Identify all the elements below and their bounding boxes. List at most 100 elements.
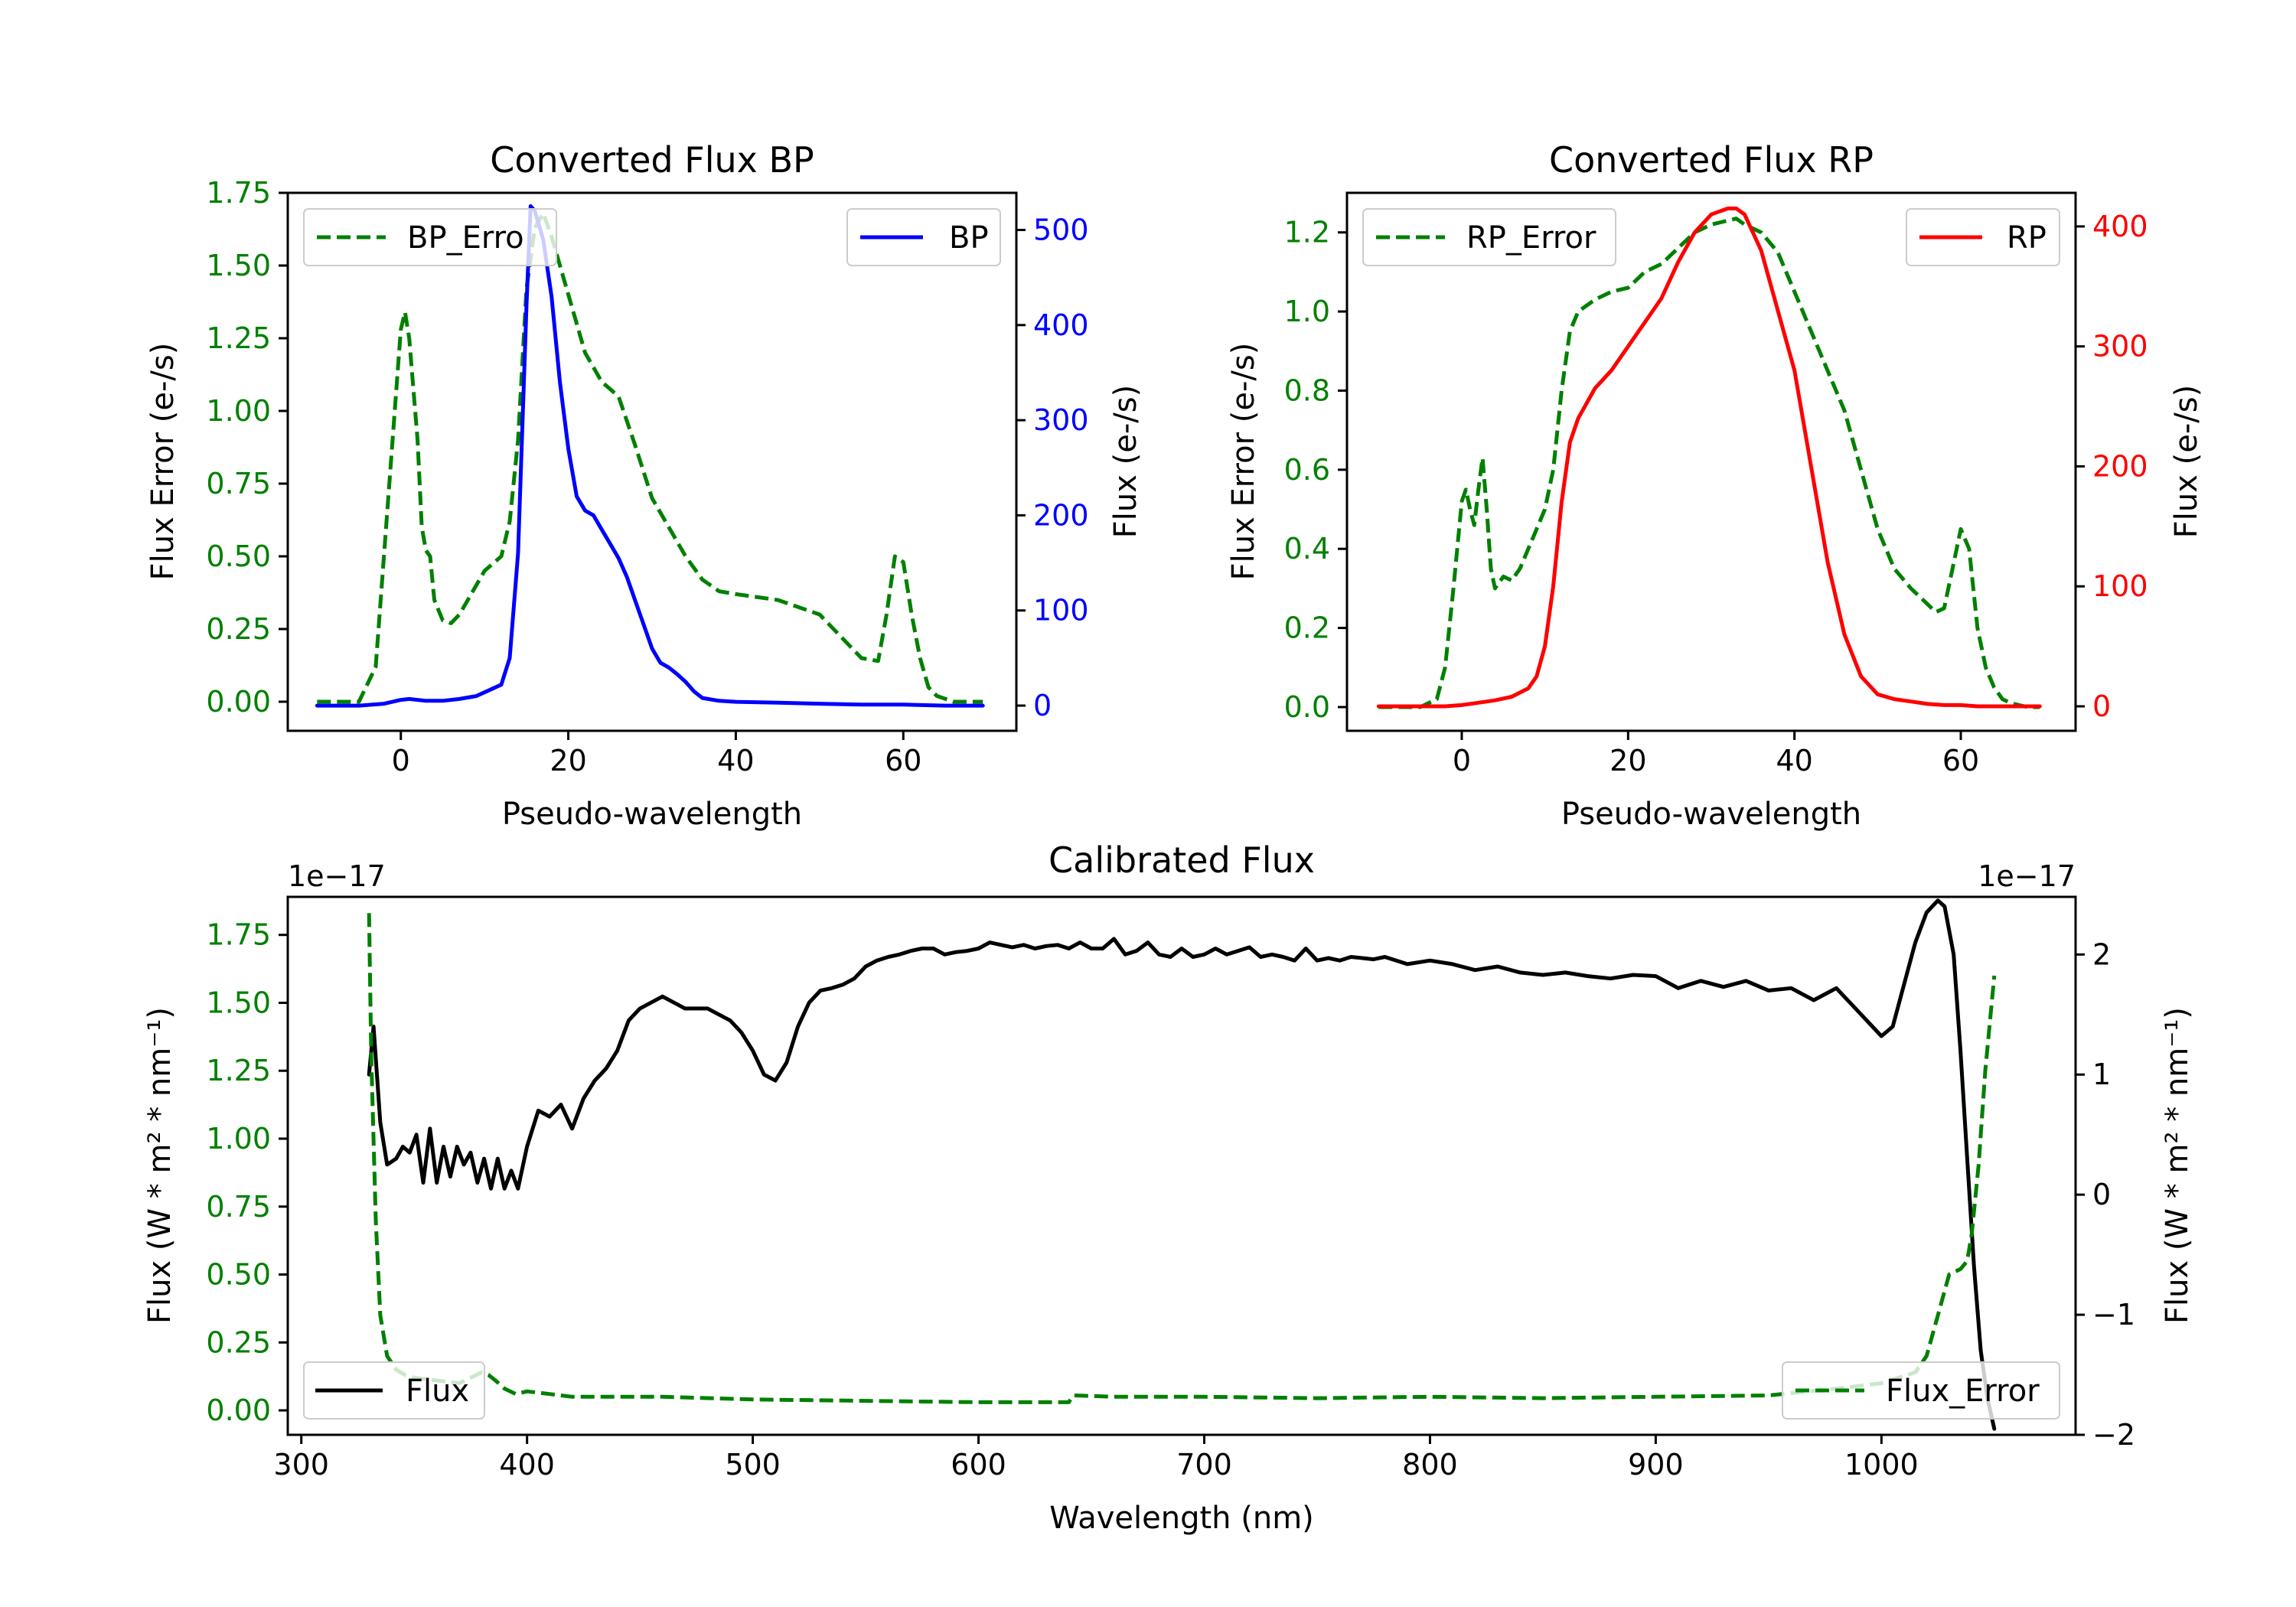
- bp-right-ticks: 0 100 200 300 400 500: [1016, 213, 1089, 722]
- rp-right-tick-label: 0: [2092, 689, 2111, 723]
- cal-legend-right-frame: [1782, 1361, 2060, 1420]
- cal-left-tick-label: 0.25: [206, 1325, 271, 1359]
- cal-right-tick-label: −2: [2092, 1418, 2135, 1452]
- cal-legend-left-label: Flux: [406, 1374, 469, 1409]
- rp-legend-left: RP_Error: [1362, 208, 1616, 266]
- cal-left-offset-label: 1e−17: [288, 859, 386, 893]
- bp-left-ticks: 0.00 0.25 0.50 0.75 1.00 1.25 1.50 1.75: [206, 176, 288, 719]
- cal-x-tick-label: 800: [1402, 1448, 1458, 1482]
- cal-series-layer: [367, 898, 1997, 1431]
- rp-left-tick-label: 0.6: [1284, 453, 1330, 487]
- bp-x-tick-label: 40: [717, 744, 754, 777]
- bp-left-tick-label: 1.25: [206, 321, 271, 355]
- bp-left-tick-label: 1.75: [206, 176, 271, 210]
- cal-series-flux-error-line: [367, 913, 1997, 1404]
- cal-x-tick-label: 1000: [1844, 1448, 1919, 1482]
- rp-right-tick-label: 300: [2092, 330, 2148, 363]
- bp-left-tick-label: 0.25: [206, 612, 271, 646]
- bp-left-tick-label: 1.50: [206, 249, 271, 282]
- cal-x-tick-label: 700: [1176, 1448, 1232, 1482]
- bp-legend-right-label: BP: [949, 220, 989, 256]
- cal-x-tick-label: 400: [499, 1448, 555, 1482]
- cal-left-tick-label: 1.00: [206, 1122, 271, 1156]
- cal-right-axis-label: Flux (W * m² * nm⁻¹): [2160, 1007, 2195, 1324]
- bp-legend-right: BP: [846, 208, 1001, 266]
- rp-x-tick-label: 40: [1776, 744, 1812, 777]
- cal-left-tick-label: 0.50: [206, 1258, 271, 1292]
- bp-left-tick-label: 0.75: [206, 467, 271, 500]
- cal-x-tick-label: 300: [273, 1448, 329, 1482]
- rp-legend-right-label: RP: [2007, 220, 2047, 256]
- rp-legend-right-frame: [1906, 208, 2060, 266]
- rp-series-layer: [1376, 206, 2042, 709]
- cal-x-tick-label: 500: [725, 1448, 781, 1482]
- bp-right-tick-label: 100: [1033, 594, 1089, 627]
- rp-right-tick-label: 100: [2092, 569, 2148, 603]
- bp-left-tick-label: 0.00: [206, 685, 271, 719]
- bp-legend-left-label: BP_Erro: [407, 220, 524, 256]
- rp-left-tick-label: 0.8: [1284, 373, 1330, 407]
- bp-plot-frame: [286, 191, 1018, 732]
- rp-right-tick-label: 400: [2092, 210, 2148, 243]
- bp-x-axis-label: Pseudo-wavelength: [502, 797, 802, 832]
- rp-left-tick-label: 1.0: [1284, 295, 1330, 328]
- cal-legend-left: Flux: [303, 1361, 485, 1420]
- bp-series-layer: [315, 204, 985, 708]
- bp-x-tick-label: 20: [550, 744, 586, 777]
- cal-title: Calibrated Flux: [1049, 839, 1315, 881]
- bp-right-tick-label: 0: [1033, 689, 1052, 722]
- bp-series-bp-line: [315, 204, 985, 708]
- calibrated-panel: Calibrated Flux 300 400 500 600 700 800 900 100…: [142, 839, 2195, 1536]
- cal-legend-left-frame: [303, 1361, 485, 1420]
- cal-right-tick-label: 1: [2092, 1058, 2111, 1091]
- bp-right-tick-label: 400: [1033, 308, 1089, 342]
- bp-right-tick-label: 500: [1033, 213, 1089, 246]
- bp-panel: Converted Flux BP 0 20 40 60 0.000.250.500.…: [145, 139, 1143, 832]
- rp-left-ticks: 0.0 0.2 0.4 0.6 0.8 1.0 1.2: [1284, 216, 1347, 724]
- rp-title: Converted Flux RP: [1549, 139, 1874, 181]
- bp-left-axis-label: Flux Error (e-/s): [145, 343, 181, 581]
- bp-series-bp-error-line: [317, 211, 983, 704]
- bp-right-axis-label: Flux (e-/s): [1108, 385, 1143, 538]
- cal-left-tick-label: 1.50: [206, 986, 271, 1019]
- rp-legend-left-label: RP_Error: [1466, 220, 1596, 256]
- cal-x-tick-label: 600: [951, 1448, 1006, 1482]
- bp-x-tick-label: 0: [392, 744, 410, 777]
- cal-right-ticks: −2 −1 0 1 2: [2076, 937, 2135, 1452]
- rp-x-tick-label: 20: [1609, 744, 1646, 777]
- bp-right-tick-label: 300: [1033, 403, 1089, 437]
- bp-x-ticks: 0 20 40 60: [392, 731, 921, 777]
- rp-left-tick-label: 1.2: [1284, 216, 1330, 249]
- cal-right-offset-label: 1e−17: [1978, 859, 2076, 893]
- bp-legend-left: BP_Erro: [303, 208, 557, 266]
- rp-left-tick-label: 0.0: [1284, 690, 1330, 724]
- cal-plot-frame: [286, 895, 2077, 1436]
- cal-left-tick-label: 1.75: [206, 918, 271, 952]
- cal-right-tick-label: −1: [2092, 1298, 2135, 1332]
- rp-right-tick-label: 200: [2092, 449, 2148, 483]
- rp-right-axis-label: Flux (e-/s): [2169, 385, 2204, 538]
- bp-legend-left-frame: [303, 208, 557, 266]
- rp-series-rp-error-line: [1378, 217, 2040, 709]
- cal-x-ticks: 300 400 500 600 700 800 900 1000: [273, 1435, 1919, 1482]
- cal-legend-right: Flux_Error: [1782, 1361, 2060, 1420]
- cal-series-flux-line: [367, 898, 1997, 1431]
- cal-x-axis-label: Wavelength (nm): [1049, 1501, 1314, 1536]
- cal-x-tick-label: 900: [1628, 1448, 1684, 1482]
- rp-left-tick-label: 0.2: [1284, 611, 1330, 645]
- rp-legend-left-frame: [1362, 208, 1616, 266]
- rp-x-ticks: 0 20 40 60: [1453, 731, 1979, 777]
- bp-left-tick-label: 0.50: [206, 539, 271, 573]
- rp-legend-right: RP: [1906, 208, 2060, 266]
- bp-title: Converted Flux BP: [490, 139, 814, 181]
- rp-left-tick-label: 0.4: [1284, 532, 1330, 566]
- rp-series-rp-line: [1376, 206, 2042, 709]
- cal-right-tick-label: 2: [2092, 937, 2111, 971]
- cal-left-axis-label: Flux (W * m² * nm⁻¹): [142, 1007, 178, 1324]
- cal-right-tick-label: 0: [2092, 1178, 2111, 1211]
- rp-x-tick-label: 60: [1942, 744, 1979, 777]
- cal-left-tick-label: 0.75: [206, 1190, 271, 1224]
- bp-legend-right-frame: [846, 208, 1001, 266]
- rp-x-axis-label: Pseudo-wavelength: [1561, 797, 1861, 832]
